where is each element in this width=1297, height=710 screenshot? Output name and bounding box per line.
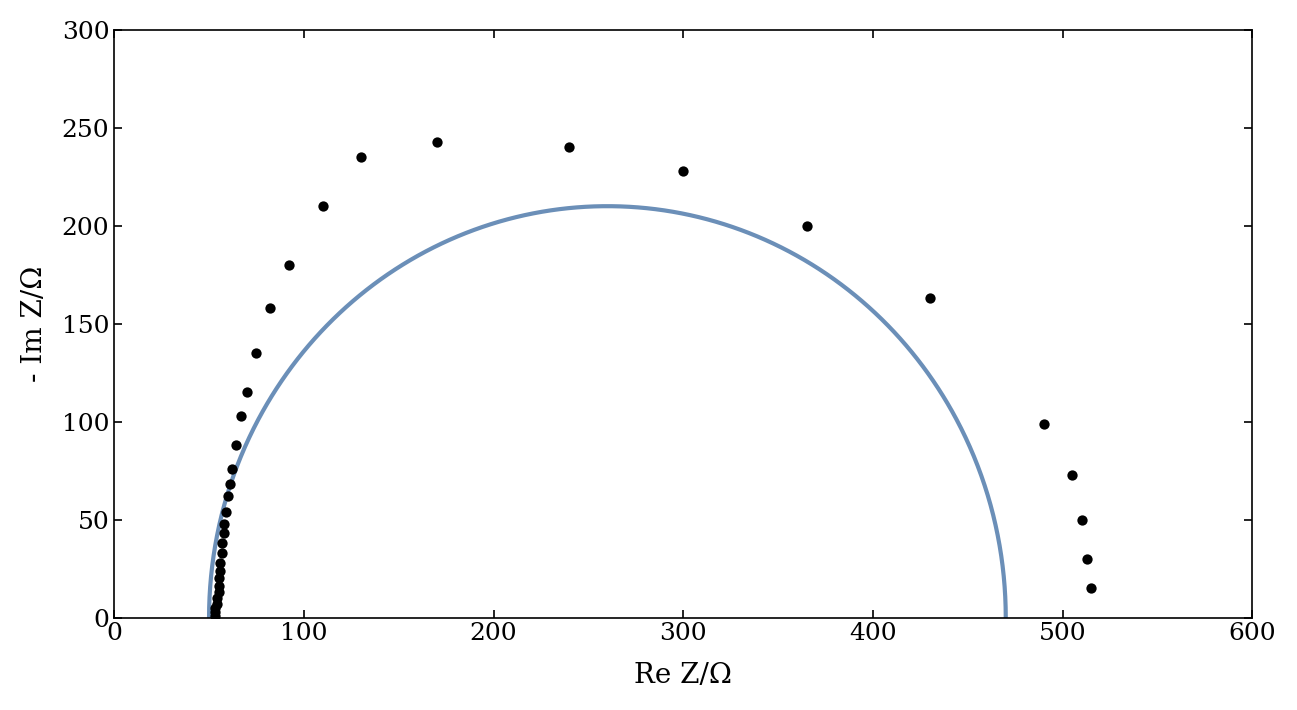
- Point: [215, 506, 236, 518]
- Point: [211, 547, 232, 559]
- Y-axis label: - Im Z/Ω: - Im Z/Ω: [21, 266, 48, 382]
- Point: [208, 581, 228, 592]
- Point: [205, 602, 226, 613]
- Point: [206, 599, 227, 610]
- Point: [559, 142, 580, 153]
- Point: [214, 528, 235, 539]
- Point: [350, 151, 371, 163]
- Point: [279, 259, 300, 271]
- Point: [205, 610, 226, 621]
- Point: [427, 136, 447, 147]
- Point: [208, 573, 228, 584]
- Point: [313, 200, 333, 212]
- Point: [205, 606, 226, 618]
- Point: [796, 220, 817, 231]
- X-axis label: Re Z/Ω: Re Z/Ω: [634, 662, 733, 689]
- Point: [236, 387, 257, 398]
- Point: [206, 592, 227, 604]
- Point: [208, 586, 228, 598]
- Point: [222, 463, 243, 474]
- Point: [1034, 418, 1054, 430]
- Point: [218, 491, 239, 502]
- Point: [210, 565, 231, 577]
- Point: [246, 347, 267, 359]
- Point: [1062, 469, 1083, 480]
- Point: [259, 302, 280, 314]
- Point: [210, 557, 231, 569]
- Point: [231, 410, 252, 422]
- Point: [1077, 553, 1097, 564]
- Point: [920, 293, 940, 304]
- Point: [219, 479, 240, 490]
- Point: [1071, 514, 1092, 525]
- Point: [673, 165, 694, 177]
- Point: [226, 439, 246, 451]
- Point: [1080, 583, 1101, 594]
- Point: [211, 537, 232, 549]
- Point: [214, 518, 235, 529]
